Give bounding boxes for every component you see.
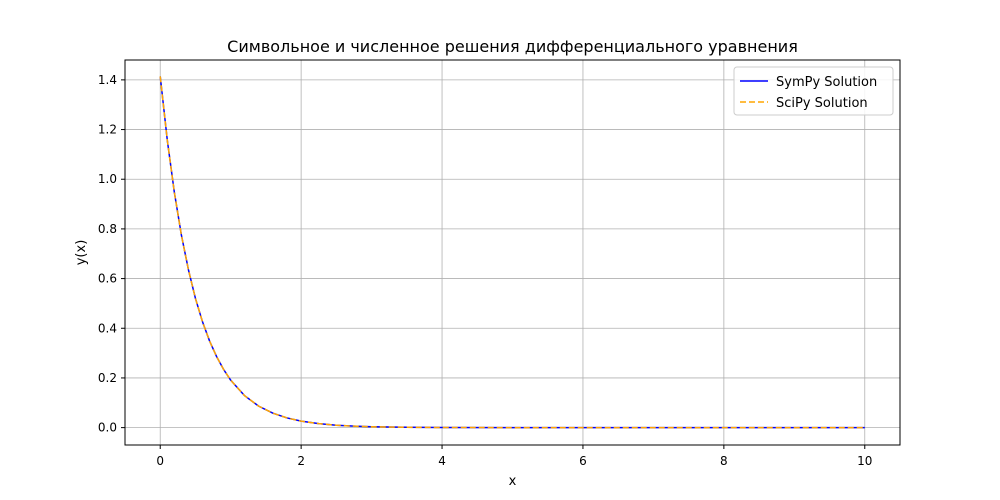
- y-tick-label: 0.2: [98, 371, 117, 385]
- legend-box: [733, 66, 894, 116]
- x-tick-label: 0: [156, 454, 164, 468]
- x-tick-label: 10: [857, 454, 872, 468]
- y-tick-label: 0.0: [98, 421, 117, 435]
- y-axis-label: y(x): [74, 240, 89, 266]
- y-tick-label: 0.8: [98, 222, 117, 236]
- y-tick-label: 0.6: [98, 272, 117, 286]
- series-lines: [159, 76, 865, 429]
- y-tick-label: 1.4: [98, 73, 117, 87]
- y-tick-label: 0.4: [98, 321, 117, 335]
- legend: SymPy Solution SciPy Solution: [733, 66, 894, 116]
- x-axis-label: x: [509, 474, 517, 489]
- x-tick-label: 4: [438, 454, 446, 468]
- y-tick-label: 1.0: [98, 172, 117, 186]
- y-tick-label: 1.2: [98, 123, 117, 137]
- legend-label: SciPy Solution: [776, 96, 868, 111]
- x-tick-label: 6: [579, 454, 587, 468]
- legend-label: SymPy Solution: [776, 75, 877, 90]
- x-tick-label: 8: [720, 454, 728, 468]
- axis-ticks: 0 2 4 6 8 10 0.0 0.2 0.4 0.6 0.8 1.0 1.2 1.4: [98, 73, 873, 468]
- plot-frame: [124, 59, 901, 446]
- series-line-scipy: [159, 76, 865, 429]
- chart-title: Символьное и численное решения дифференц…: [227, 37, 798, 56]
- x-tick-label: 2: [297, 454, 305, 468]
